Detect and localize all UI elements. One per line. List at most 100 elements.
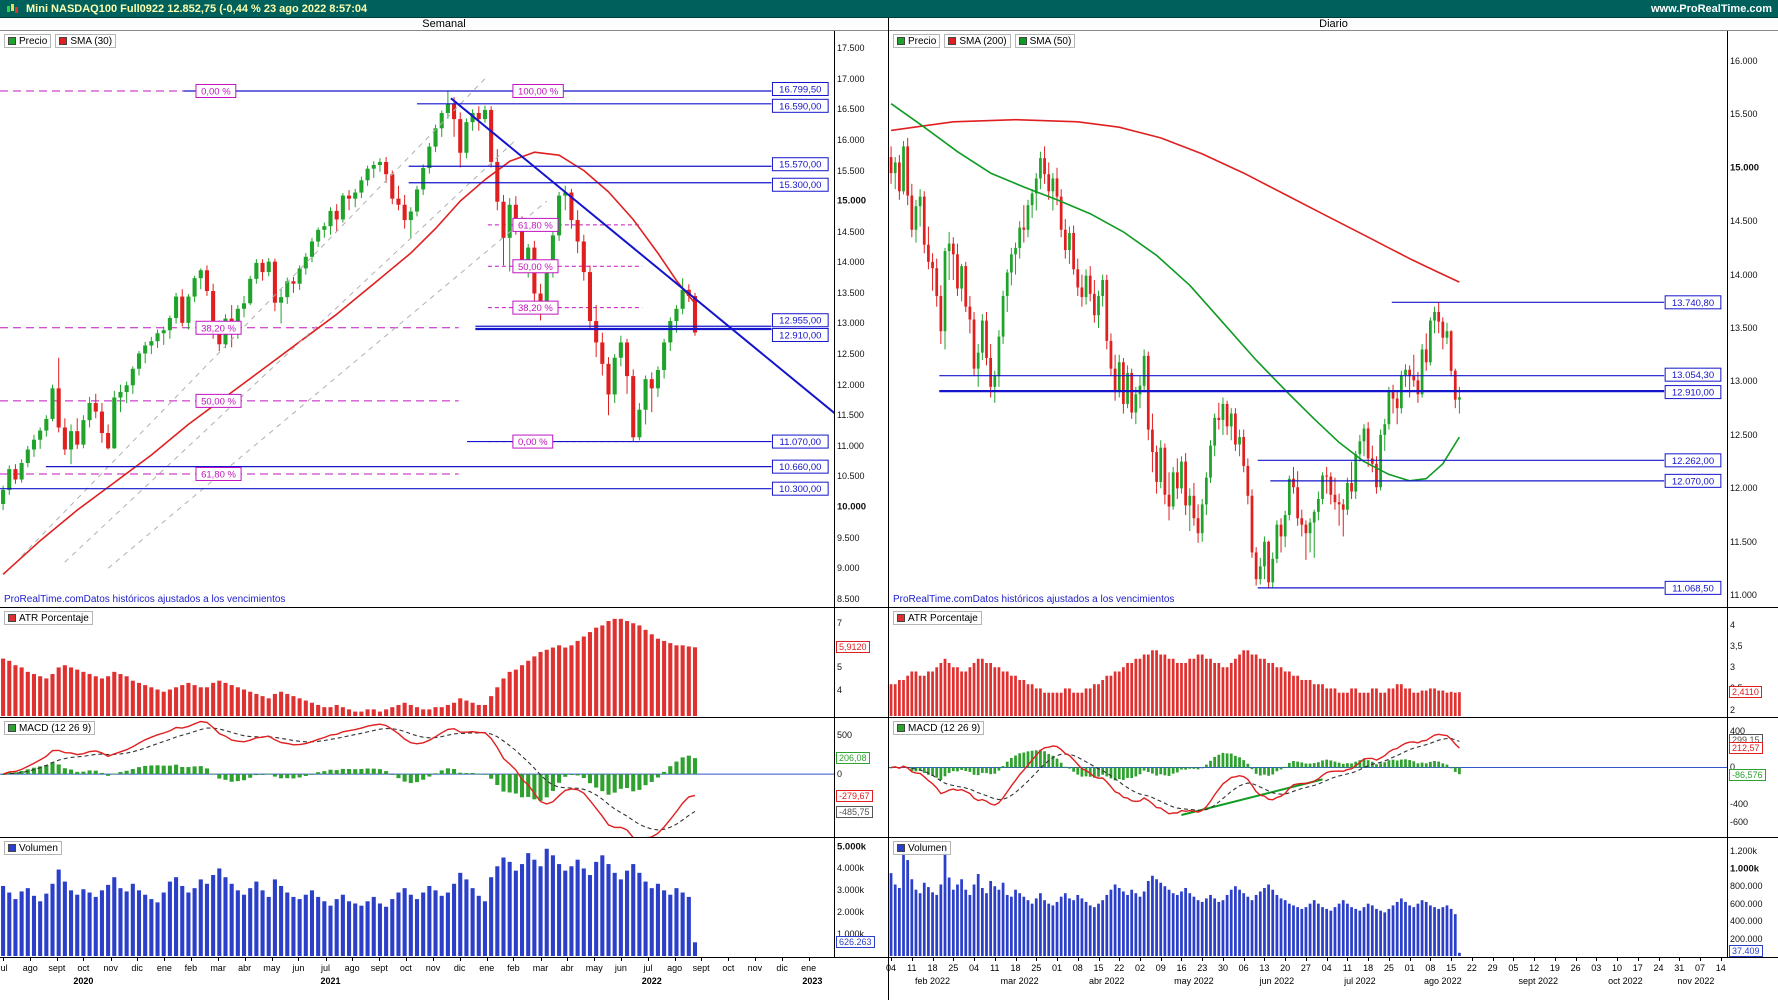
macd-chart[interactable] <box>0 718 834 837</box>
legend-label: Volumen <box>19 842 58 854</box>
daily-price-panel[interactable]: 13.740,80 13.054,30 12.910,00 12.262,00 12.0… <box>889 31 1778 608</box>
weekly-atr-legend[interactable]: ATR Porcentaje <box>4 611 93 625</box>
current-value-label: 2,4110 <box>1729 686 1762 699</box>
daily-macd-legend[interactable]: MACD (12 26 9) <box>893 721 985 735</box>
weekly-price-plot[interactable]: 16.799,50 16.590,00 15.570,00 15.300,00 12.9… <box>0 31 834 607</box>
x-axis-date-label: 25 <box>948 963 959 973</box>
daily-volume-legend[interactable]: Volumen <box>893 841 951 855</box>
x-axis-tick <box>1554 958 1556 961</box>
line-label-box <box>1664 385 1722 400</box>
daily-atr-axis[interactable]: 43,532,522,4110 <box>1727 608 1778 717</box>
legend-item[interactable]: SMA (30) <box>55 34 117 48</box>
line-label-box <box>771 98 829 113</box>
atr-histogram[interactable] <box>889 608 1727 717</box>
legend-item[interactable]: SMA (50) <box>1014 34 1076 48</box>
trendline[interactable] <box>450 97 834 415</box>
daily-x-axis[interactable]: 04 11 18 25 04 11 18 25 01 08 15 22 02 09 16 23 30 06 13 20… <box>886 958 1727 1000</box>
y-axis-label: 800.000 <box>1730 881 1763 892</box>
legend-item[interactable]: SMA (200) <box>944 34 1011 48</box>
x-axis-date-label: 15 <box>1446 963 1457 973</box>
x-axis-month-label: jul <box>0 963 8 973</box>
weekly-macd-plot[interactable] <box>0 718 834 837</box>
prorealtime-link[interactable]: www.ProRealTime.com <box>1650 2 1772 15</box>
x-axis-month-label: feb <box>507 963 520 973</box>
x-axis-month-label: ago 2022 <box>1424 976 1462 986</box>
y-axis-label: 400.000 <box>1730 916 1763 927</box>
x-axis-tick <box>1720 958 1722 961</box>
line-label-box <box>771 434 829 449</box>
x-axis-month-label: ene <box>156 963 172 973</box>
line-label-box <box>1664 295 1722 310</box>
trendline[interactable] <box>107 200 548 569</box>
x-axis-date-label: 08 <box>1425 963 1436 973</box>
trendline[interactable] <box>64 139 517 563</box>
sma-line[interactable] <box>890 103 1461 482</box>
daily-macd-plot[interactable] <box>889 718 1727 837</box>
weekly-price-legend[interactable]: Precio SMA (30) <box>4 34 117 48</box>
x-axis-tick <box>298 958 300 961</box>
x-axis-date-label: 18 <box>927 963 938 973</box>
daily-volume-panel[interactable]: 1.200k 1.000k 800.000 600.000 400.000 200.000… <box>889 838 1778 958</box>
daily-macd-panel[interactable]: 400 0 -400 -600 299,15 212,57 -86,576 MACD (12… <box>889 718 1778 838</box>
macd-signal-line <box>891 737 1460 811</box>
weekly-price-axis[interactable]: 17.500 17.000 16.500 16.000 15.500 15.000 14.5… <box>834 31 888 607</box>
daily-atr-legend[interactable]: ATR Porcentaje <box>893 611 982 625</box>
weekly-volume-legend[interactable]: Volumen <box>4 841 62 855</box>
weekly-atr-axis[interactable]: 76545,9120 <box>834 608 888 717</box>
line-label-text: 15.570,00 <box>779 160 821 171</box>
x-axis-month-label: may 2022 <box>1174 976 1214 986</box>
legend-item[interactable]: ATR Porcentaje <box>4 611 93 625</box>
y-axis-label: 11.000 <box>837 440 864 451</box>
weekly-atr-panel[interactable]: 76545,9120 ATR Porcentaje <box>0 608 888 718</box>
legend-item[interactable]: Precio <box>4 34 52 48</box>
weekly-volume-axis[interactable]: 5.000k 4.000k 3.000k 2.000k 1.000k 626.263 <box>834 838 888 957</box>
daily-price-axis[interactable]: 16.000 15.500 15.000 14.500 14.000 13.500 13.0… <box>1727 31 1778 607</box>
sma-line[interactable] <box>890 118 1460 283</box>
legend-item[interactable]: Volumen <box>4 841 62 855</box>
x-axis-tick <box>594 958 596 961</box>
legend-item[interactable]: Precio <box>893 34 941 48</box>
x-axis-month-label: sept <box>692 963 710 973</box>
macd-chart[interactable] <box>889 718 1727 837</box>
x-axis-month-label: nov <box>425 963 441 973</box>
daily-macd-axis[interactable]: 400 0 -400 -600 299,15 212,57 -86,576 <box>1727 718 1778 837</box>
legend-swatch-icon <box>59 37 68 45</box>
y-axis-label: 0 <box>1730 762 1736 773</box>
legend-item[interactable]: Volumen <box>893 841 951 855</box>
daily-atr-plot[interactable] <box>889 608 1727 717</box>
weekly-volume-panel[interactable]: 5.000k 4.000k 3.000k 2.000k 1.000k 626.263 Vo… <box>0 838 888 958</box>
daily-price-legend[interactable]: Precio SMA (200) SMA (50) <box>893 34 1076 48</box>
legend-item[interactable]: MACD (12 26 9) <box>4 721 96 735</box>
daily-volume-plot[interactable] <box>889 838 1727 957</box>
atr-histogram[interactable] <box>0 608 834 717</box>
legend-swatch-icon <box>1018 37 1027 45</box>
weekly-macd-legend[interactable]: MACD (12 26 9) <box>4 721 96 735</box>
daily-volume-axis[interactable]: 1.200k 1.000k 800.000 600.000 400.000 200.000… <box>1727 838 1778 957</box>
legend-item[interactable]: ATR Porcentaje <box>893 611 982 625</box>
legend-item[interactable]: MACD (12 26 9) <box>893 721 985 735</box>
candlestick-chart[interactable]: 13.740,80 13.054,30 12.910,00 12.262,00 12.0… <box>889 31 1727 607</box>
y-axis-label: 200.000 <box>1730 933 1763 944</box>
weekly-x-axis[interactable]: julagoseptoctnovdicenefebmarabrmayjunjul… <box>0 958 834 1000</box>
x-axis-date-label: 01 <box>1051 963 1063 973</box>
weekly-volume-plot[interactable] <box>0 838 834 957</box>
x-axis-tick <box>1015 958 1017 961</box>
daily-price-plot[interactable]: 13.740,80 13.054,30 12.910,00 12.262,00 12.0… <box>889 31 1727 607</box>
candlestick-chart[interactable]: 16.799,50 16.590,00 15.570,00 15.300,00 12.9… <box>0 31 834 607</box>
volume-histogram[interactable] <box>0 838 834 957</box>
macd-trendline[interactable] <box>1181 778 1323 816</box>
volume-histogram[interactable] <box>889 838 1727 957</box>
weekly-atr-plot[interactable] <box>0 608 834 717</box>
x-axis-month-label: ago <box>344 963 360 973</box>
x-axis-tick <box>1139 958 1141 961</box>
line-label-text: 100,00 % <box>518 86 559 97</box>
sma-line[interactable] <box>2 151 696 575</box>
x-axis-tick <box>1409 958 1411 961</box>
x-axis-date-label: 07 <box>1695 963 1706 973</box>
trendline[interactable] <box>21 78 486 557</box>
weekly-price-panel[interactable]: 16.799,50 16.590,00 15.570,00 15.300,00 12.9… <box>0 31 888 608</box>
x-axis-tick <box>83 958 85 961</box>
daily-atr-panel[interactable]: 43,532,522,4110 ATR Porcentaje <box>889 608 1778 718</box>
